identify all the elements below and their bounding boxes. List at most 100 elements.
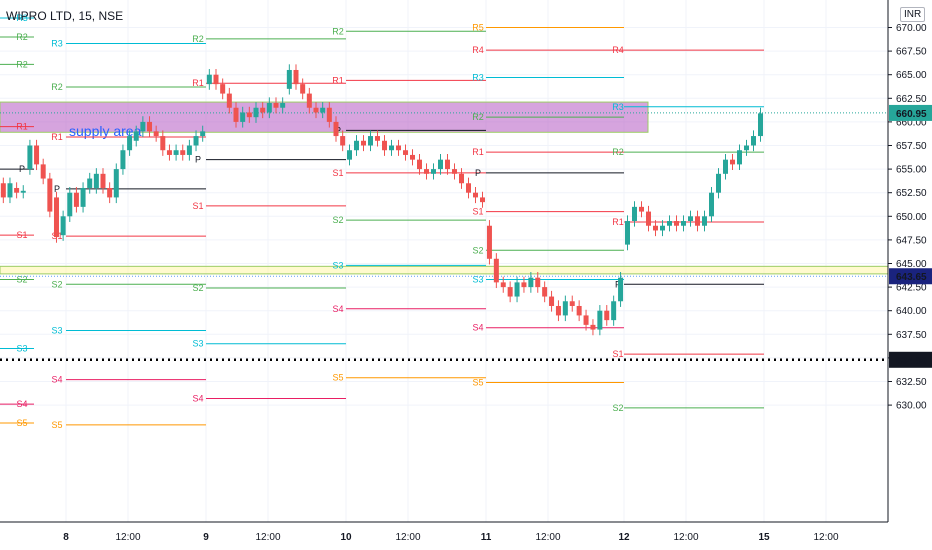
pivot-label-s2: S2 (16, 275, 27, 285)
candle-body (618, 277, 624, 302)
candle-body (273, 103, 279, 108)
pivot-label-r1: R1 (472, 147, 484, 157)
pivot-label-r2: R2 (612, 147, 624, 157)
time-tick-label: 12:00 (395, 532, 420, 543)
time-axis-bg (0, 522, 932, 550)
candle-body (113, 169, 119, 198)
candle-body (507, 287, 513, 297)
candle-body (521, 282, 527, 288)
symbol-title[interactable]: WIPRO LTD, 15, NSE (6, 9, 124, 23)
candle-body (354, 140, 359, 151)
candle-body (107, 187, 113, 198)
candle-body (667, 221, 672, 226)
candle-body (597, 310, 603, 330)
supply-zone-label: supply area (69, 123, 142, 139)
time-tick-label: 15 (758, 532, 770, 543)
pivot-label-s2: S2 (51, 279, 62, 289)
candle-body (473, 192, 478, 198)
pivot-label-s4: S4 (192, 393, 203, 403)
candle-body (549, 296, 555, 306)
chart-grid (0, 0, 888, 522)
pivot-label-s4: S4 (16, 399, 27, 409)
candle-body (320, 107, 326, 113)
pivot-label-r1: R1 (16, 122, 28, 132)
candle-body (569, 301, 575, 306)
currency-badge[interactable]: INR (900, 7, 926, 22)
pivot-label-r5: R5 (472, 23, 484, 33)
time-tick-label: 10 (340, 532, 352, 543)
pivot-label-s5: S5 (472, 377, 483, 387)
horizontal-lines (0, 112, 888, 362)
pivot-label-s1: S1 (472, 207, 483, 217)
last-price-label: 660.95 (896, 109, 927, 120)
candle-body (417, 159, 422, 170)
candle-body (535, 277, 541, 288)
pivot-label-r4: R4 (612, 45, 624, 55)
candle-body (403, 150, 408, 155)
candle-body (14, 187, 20, 193)
pivot-label-s2: S2 (472, 245, 483, 255)
candle-body (173, 150, 179, 155)
candle-body (240, 112, 246, 122)
candle-body (147, 121, 153, 132)
candle-body (27, 145, 33, 170)
candle-body (459, 173, 464, 184)
candle-body (206, 74, 212, 85)
time-tick-label: 8 (63, 532, 69, 543)
pivot-label-s1: S1 (612, 349, 623, 359)
candle-body (213, 74, 219, 85)
candle-body (200, 131, 206, 137)
price-tick-label: 630.00 (896, 401, 927, 412)
candle-body (286, 69, 292, 89)
candle-body (306, 93, 312, 108)
pivot-label-p: P (19, 164, 25, 174)
candle-body (260, 107, 266, 113)
pivot-label-s2: S2 (332, 215, 343, 225)
candle-body (438, 159, 443, 170)
candle-body (688, 216, 693, 222)
candle-body (67, 192, 73, 217)
time-tick-label: 12:00 (115, 532, 140, 543)
pivot-label-r2: R2 (472, 112, 484, 122)
pivot-label-s2: S2 (612, 403, 623, 413)
pivot-label-r3: R3 (612, 102, 624, 112)
candle-body (93, 173, 99, 188)
pivot-label-r1: R1 (332, 75, 344, 85)
pivot-label-r1: R1 (51, 132, 63, 142)
candle-body (73, 192, 79, 207)
pivot-label-r2: R2 (16, 32, 28, 42)
candle-body (53, 197, 59, 238)
pivot-label-s4: S4 (472, 323, 483, 333)
candle-body (186, 145, 192, 155)
price-tick-label: 632.50 (896, 377, 927, 388)
candle-body (226, 93, 232, 108)
pivot-label-s1: S1 (192, 201, 203, 211)
price-tick-label: 660.00 (896, 117, 927, 128)
time-tick-label: 12:00 (255, 532, 280, 543)
candle-body (220, 84, 226, 94)
candle-body (382, 140, 387, 151)
price-tick-label: 642.50 (896, 283, 927, 294)
pivot-label-s1: S1 (332, 168, 343, 178)
candle-body (375, 136, 380, 141)
candle-body (730, 159, 735, 165)
pivot-label-p: P (615, 279, 621, 289)
candle-body (410, 154, 415, 160)
candle-body (160, 136, 166, 151)
candle-body (424, 169, 429, 174)
candle-body (751, 136, 756, 146)
pivot-label-r2: R2 (16, 59, 28, 69)
candle-body (737, 150, 742, 165)
pivot-label-r2: R2 (51, 82, 63, 92)
candle-body (611, 301, 617, 321)
candle-body (486, 225, 492, 259)
pivot-label-r3: R3 (472, 73, 484, 83)
candle-body (347, 150, 352, 160)
candle-body (7, 183, 13, 198)
time-tick-label: 11 (481, 532, 492, 543)
candle-body (333, 121, 339, 137)
price-tick-label: 652.50 (896, 188, 927, 199)
pivot-label-s3: S3 (472, 275, 483, 285)
